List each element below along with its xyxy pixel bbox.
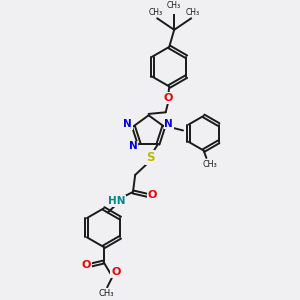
Text: CH₃: CH₃ xyxy=(185,8,200,17)
Text: O: O xyxy=(163,93,172,103)
Text: O: O xyxy=(148,190,157,200)
Text: N: N xyxy=(164,118,173,129)
Text: O: O xyxy=(82,260,91,270)
Text: HN: HN xyxy=(108,196,125,206)
Text: CH₃: CH₃ xyxy=(202,160,217,169)
Text: CH₃: CH₃ xyxy=(167,2,181,10)
Text: CH₃: CH₃ xyxy=(149,8,163,17)
Text: S: S xyxy=(146,152,154,164)
Text: CH₃: CH₃ xyxy=(98,289,113,298)
Text: N: N xyxy=(123,119,132,129)
Text: O: O xyxy=(111,267,121,277)
Text: N: N xyxy=(129,141,138,151)
